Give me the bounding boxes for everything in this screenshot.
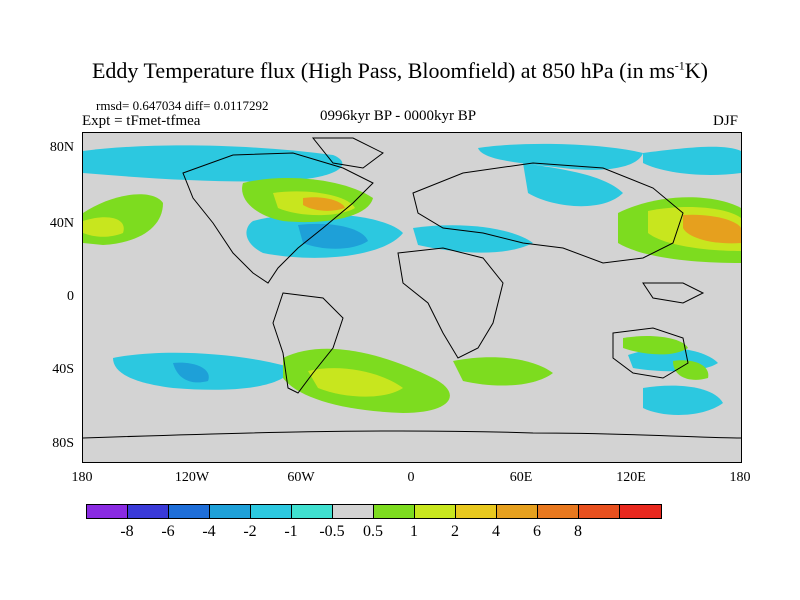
colorbar-cell <box>579 505 620 518</box>
stats-label: rmsd= 0.647034 diff= 0.0117292 <box>96 98 269 113</box>
colorbar-cell <box>169 505 210 518</box>
colorbar-cell <box>374 505 415 518</box>
colorbar-tick-label: -1 <box>284 523 298 540</box>
positive-anomaly-regions <box>83 178 741 413</box>
colorbar <box>86 504 662 519</box>
colorbar-tick-label: -6 <box>161 523 175 540</box>
lat-label-eq: 0 <box>67 289 74 304</box>
colorbar-tick-label: 1 <box>410 523 418 540</box>
lon-label-180w: 180 <box>71 470 93 485</box>
lon-label-60e: 60E <box>509 470 533 485</box>
colorbar-tick-label: 6 <box>533 523 541 540</box>
lat-label-40s: 40S <box>52 362 74 377</box>
colorbar-tick-label: -8 <box>120 523 134 540</box>
colorbar-cell <box>251 505 292 518</box>
lon-label-120w: 120W <box>174 470 210 485</box>
colorbar-cell <box>292 505 333 518</box>
map-plot-area <box>82 132 742 463</box>
colorbar-tick-label: -2 <box>243 523 257 540</box>
lat-label-80n: 80N <box>49 140 74 155</box>
chart-title: Eddy Temperature flux (High Pass, Bloomf… <box>91 58 708 83</box>
colorbar-cell <box>210 505 251 518</box>
colorbar-tick-label: -0.5 <box>319 523 345 540</box>
colorbar-cell <box>538 505 579 518</box>
colorbar-cell <box>415 505 456 518</box>
lat-label-80s: 80S <box>52 436 74 451</box>
experiment-label: Expt = tFmet-tfmea <box>82 113 201 129</box>
season-label: DJF <box>713 113 739 129</box>
colorbar-tick-label: 2 <box>451 523 459 540</box>
colorbar-tick-label: 0.5 <box>363 523 383 540</box>
lon-label-120e: 120E <box>616 470 646 485</box>
colorbar-cell <box>333 505 374 518</box>
lon-label-60w: 60W <box>287 470 315 485</box>
coastlines <box>83 137 741 439</box>
colorbar-cell <box>128 505 169 518</box>
colorbar-cell <box>87 505 128 518</box>
lon-label-180e: 180 <box>729 470 751 485</box>
lat-label-40n: 40N <box>49 216 74 231</box>
colorbar-cell <box>497 505 538 518</box>
lon-label-0: 0 <box>407 470 415 485</box>
colorbar-cell <box>456 505 497 518</box>
period-label: 0996kyr BP - 0000kyr BP <box>320 108 477 124</box>
colorbar-tick-label: 8 <box>574 523 582 540</box>
colorbar-cell <box>620 505 661 518</box>
colorbar-tick-label: 4 <box>492 523 500 540</box>
colorbar-tick-label: -4 <box>202 523 216 540</box>
anomaly-map <box>83 137 741 439</box>
